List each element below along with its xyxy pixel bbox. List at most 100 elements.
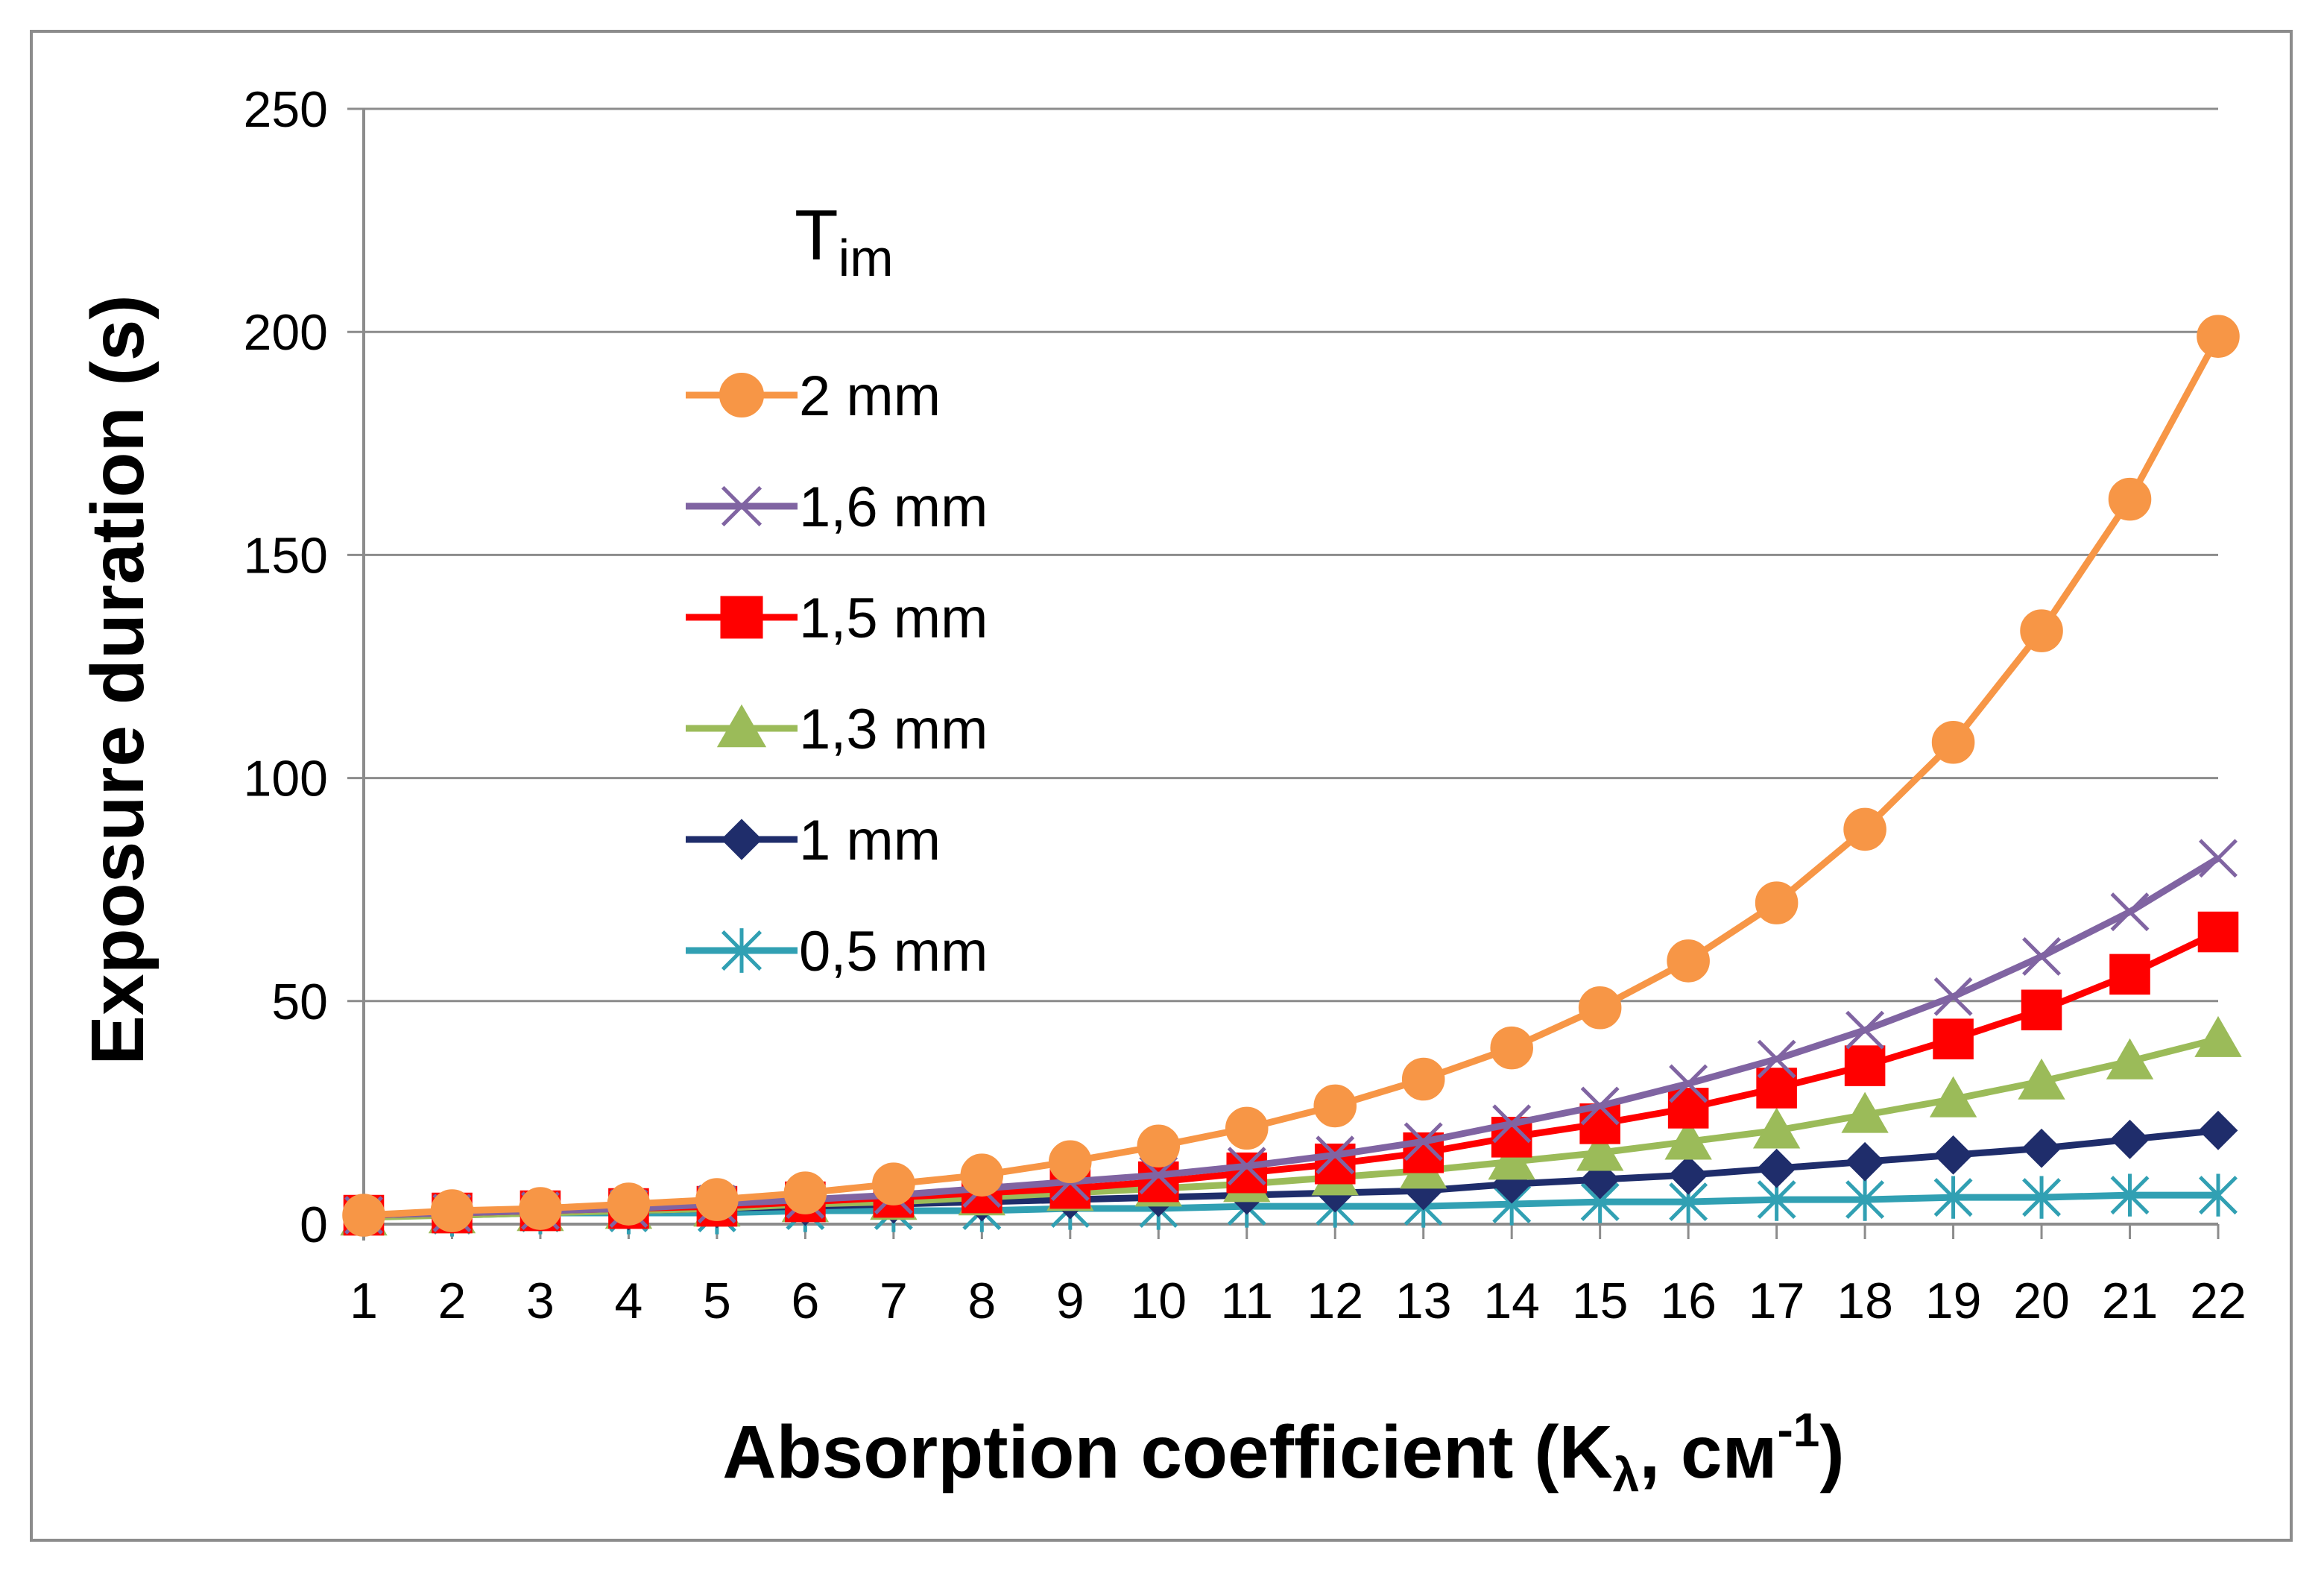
- legend-marker: [721, 819, 762, 860]
- legend-title: Tim: [795, 195, 894, 287]
- data-point: [1137, 1124, 1181, 1168]
- data-point: [1226, 1152, 1268, 1194]
- data-point: [872, 1162, 915, 1205]
- y-axis-title: Exposure duration (s): [76, 294, 160, 1065]
- x-tick-label: 10: [1130, 1273, 1187, 1329]
- y-tick-label: 50: [271, 974, 328, 1030]
- data-point: [2110, 892, 2150, 932]
- data-point: [1845, 1178, 1885, 1221]
- x-tick-label: 22: [2190, 1273, 2246, 1329]
- data-point: [2021, 1128, 2062, 1168]
- data-point: [1669, 1064, 1708, 1103]
- data-point: [342, 1194, 385, 1237]
- data-point: [1668, 1155, 1708, 1195]
- x-tick-label: 12: [1307, 1273, 1363, 1329]
- legend-entry: 1,3 mm: [686, 698, 988, 761]
- y-tick-label: 100: [244, 751, 328, 807]
- x-axis-title-main: Absorption coefficient (K: [722, 1411, 1612, 1494]
- data-point: [1929, 1076, 1977, 1118]
- legend-marker: [720, 596, 763, 639]
- data-point: [1049, 1140, 1092, 1184]
- legend-entry: 1 mm: [686, 809, 941, 872]
- chart-frame: [30, 30, 2293, 1542]
- gridlines: [347, 107, 2218, 1003]
- legend-label: 2 mm: [799, 365, 941, 428]
- legend-title-subscript: im: [839, 229, 894, 287]
- x-tick-label: 13: [1395, 1273, 1452, 1329]
- data-point: [1580, 1086, 1620, 1126]
- data-point: [2199, 1173, 2238, 1217]
- x-tick-label: 15: [1572, 1273, 1629, 1329]
- data-point: [1316, 1135, 1355, 1175]
- x-tick-label: 1: [350, 1273, 378, 1329]
- x-axis-title-superscript: -1: [1777, 1403, 1819, 1457]
- data-point: [2018, 1058, 2065, 1100]
- x-tick-label: 3: [526, 1273, 555, 1329]
- data-point: [1578, 986, 1622, 1030]
- data-point: [2197, 315, 2240, 358]
- legend-marker: [716, 704, 767, 748]
- series-2-mm: [342, 315, 2240, 1237]
- data-point: [1757, 1039, 1796, 1079]
- series-line: [363, 928, 2220, 1219]
- x-tick-label: 8: [967, 1273, 996, 1329]
- data-point: [783, 1171, 827, 1214]
- legend-entry: 2 mm: [686, 365, 941, 428]
- legend-label: 1,5 mm: [799, 587, 988, 650]
- data-point: [607, 1182, 651, 1226]
- legend-entry: 1,6 mm: [686, 476, 988, 539]
- x-tick-label: 18: [1837, 1273, 1893, 1329]
- data-point: [1580, 1159, 1620, 1200]
- data-point: [2109, 954, 2150, 995]
- data-point: [1841, 1091, 1889, 1133]
- data-point: [2108, 477, 2152, 521]
- legend-label: 1,6 mm: [799, 476, 988, 539]
- data-point: [1492, 1104, 1532, 1144]
- data-point: [1667, 939, 1710, 983]
- data-point: [2020, 609, 2063, 652]
- data-point: [1401, 1057, 1445, 1101]
- y-tick-label: 200: [244, 304, 328, 361]
- legend-entry: 0,5 mm: [686, 920, 988, 983]
- data-point: [1488, 1138, 1535, 1180]
- data-point: [1576, 1129, 1624, 1171]
- data-point: [1933, 1018, 1974, 1059]
- x-axis-title-tail: , см: [1639, 1411, 1777, 1494]
- x-tick-label: 19: [1925, 1273, 1982, 1329]
- data-point: [1490, 1026, 1533, 1070]
- x-tick-label: 4: [615, 1273, 643, 1329]
- legend-label: 1 mm: [799, 809, 941, 872]
- y-tick-label: 150: [244, 527, 328, 584]
- data-point: [1752, 1107, 1801, 1149]
- legend-label: 1,3 mm: [799, 698, 988, 761]
- x-axis-ticks: 1 2 3 4 5 6 7 8 9 10 11 12 13 14 15 16 17 18 19 20 21 22: [350, 1224, 2246, 1329]
- data-point: [2022, 1176, 2062, 1219]
- x-tick-label: 14: [1483, 1273, 1540, 1329]
- x-tick-label: 2: [438, 1273, 467, 1329]
- series-layer: [340, 315, 2242, 1237]
- data-point: [1933, 1135, 1973, 1175]
- data-point: [2110, 1173, 2150, 1217]
- x-tick-label: 7: [880, 1273, 908, 1329]
- x-tick-label: 16: [1660, 1273, 1717, 1329]
- x-tick-label: 17: [1749, 1273, 1805, 1329]
- data-point: [1933, 1176, 1973, 1219]
- data-point: [2106, 1038, 2154, 1080]
- x-tick-label: 21: [2102, 1273, 2159, 1329]
- x-axis-title-subscript: λ: [1613, 1448, 1640, 1501]
- data-point: [1491, 1164, 1532, 1204]
- data-point: [2022, 936, 2062, 976]
- data-point: [695, 1178, 739, 1221]
- x-tick-label: 5: [703, 1273, 731, 1329]
- data-point: [1138, 1161, 1179, 1203]
- data-point: [1757, 1148, 1797, 1188]
- data-point: [2021, 989, 2062, 1031]
- data-point: [2198, 1110, 2238, 1150]
- data-point: [1843, 807, 1886, 851]
- y-tick-label: 250: [244, 81, 328, 138]
- data-point: [1227, 1147, 1266, 1186]
- x-axis-title: Absorption coefficient (Kλ, см-1): [722, 1403, 1844, 1501]
- data-point: [1844, 1045, 1886, 1086]
- x-tick-label: 11: [1220, 1273, 1273, 1329]
